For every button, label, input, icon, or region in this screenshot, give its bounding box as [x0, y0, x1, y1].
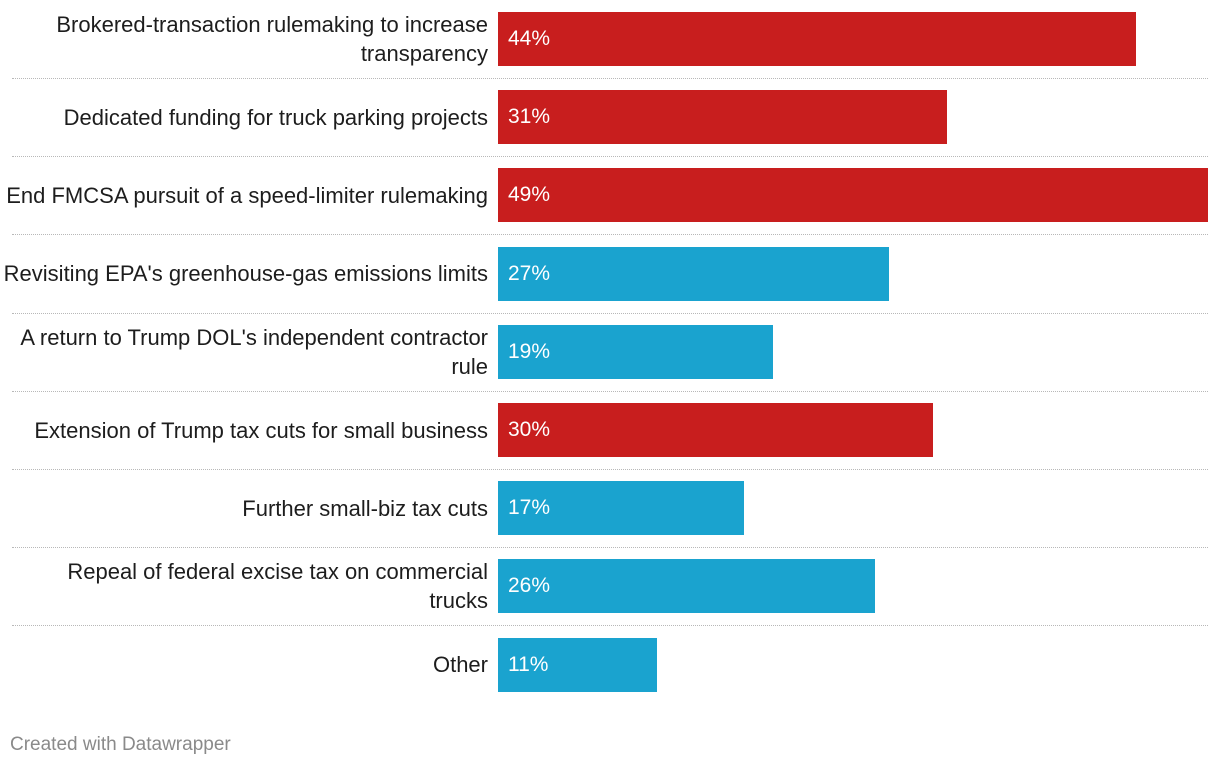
bar: 26%	[498, 559, 875, 614]
bar-value-label: 30%	[508, 418, 551, 441]
bar-value-label: 11%	[508, 652, 549, 676]
bar-value-label: 49%	[508, 183, 551, 207]
bar-value-label: 17%	[508, 496, 551, 520]
row-separator	[12, 625, 1208, 626]
bar: 49%	[498, 168, 1208, 223]
bar: 19%	[498, 324, 773, 379]
bar: 27%	[498, 246, 889, 301]
bar-chart: Brokered-transaction rulemaking to incre…	[3, 12, 1208, 692]
category-label: Brokered-transaction rulemaking to incre…	[56, 12, 488, 66]
category-label: Further small-biz tax cuts	[242, 495, 488, 521]
row-separator	[12, 391, 1208, 392]
bar: 17%	[498, 481, 744, 536]
category-label: Dedicated funding for truck parking proj…	[63, 104, 488, 130]
bar-value-label: 19%	[508, 339, 551, 363]
category-label: Other	[432, 652, 488, 678]
bar: 44%	[498, 12, 1136, 66]
row-separator	[12, 547, 1208, 548]
datawrapper-credit: Created with Datawrapper	[10, 734, 231, 755]
bar-value-label: 44%	[508, 27, 551, 50]
bar-value-label: 27%	[508, 261, 551, 285]
bar: 30%	[498, 403, 933, 457]
category-label: A return to Trump DOL's independent cont…	[20, 324, 488, 379]
row-separator	[12, 469, 1208, 470]
row-separator	[12, 313, 1208, 314]
bar-value-label: 26%	[508, 574, 551, 598]
row-separator	[12, 78, 1208, 79]
row-separator	[12, 156, 1208, 157]
row-separator	[12, 234, 1208, 235]
category-label: Revisiting EPA's greenhouse-gas emission…	[3, 261, 488, 287]
bar: 11%	[498, 637, 657, 692]
bar-value-label: 31%	[508, 105, 551, 129]
category-label: End FMCSA pursuit of a speed-limiter rul…	[6, 182, 488, 208]
category-label: Extension of Trump tax cuts for small bu…	[34, 417, 488, 443]
bar: 31%	[498, 90, 947, 145]
category-label: Repeal of federal excise tax on commerci…	[67, 559, 488, 614]
